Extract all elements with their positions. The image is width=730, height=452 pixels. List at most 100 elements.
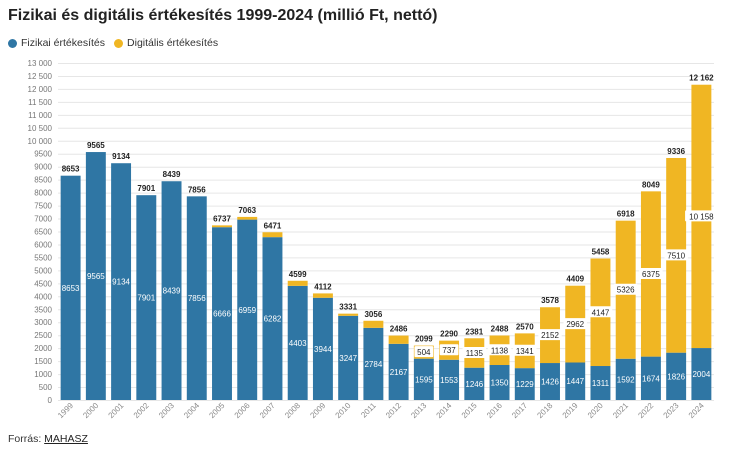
bar-physical (489, 365, 510, 400)
x-tick-label: 2000 (81, 401, 100, 420)
y-tick-label: 7500 (34, 202, 52, 211)
physical-data-label: 4403 (289, 339, 307, 348)
digital-label-box (439, 344, 459, 356)
legend-label-physical: Fizikai értékesítés (21, 37, 106, 49)
x-tick-label: 2024 (687, 401, 706, 420)
bar-physical (287, 285, 308, 400)
x-tick-label: 2014 (435, 401, 454, 420)
y-tick-label: 8500 (34, 176, 52, 185)
y-tick-label: 11 500 (28, 98, 52, 107)
total-data-label: 6918 (617, 210, 635, 219)
y-tick-label: 8000 (34, 189, 52, 198)
digital-data-label: 1138 (491, 346, 509, 355)
x-tick-label: 2009 (308, 401, 327, 420)
y-tick-label: 5500 (34, 253, 52, 262)
physical-data-label: 6959 (238, 306, 256, 315)
y-tick-label: 4500 (34, 279, 52, 288)
x-tick-label: 2006 (233, 401, 252, 420)
x-tick-label: 2012 (384, 401, 403, 420)
legend-label-digital: Digitális értékesítés (127, 37, 219, 49)
bar-digital (338, 313, 359, 316)
digital-data-label: 2962 (566, 320, 584, 329)
y-tick-label: 5000 (34, 266, 52, 275)
x-tick-label: 2019 (561, 401, 580, 420)
physical-data-label: 3247 (339, 354, 357, 363)
source-note: Forrás: MAHASZ (8, 433, 88, 445)
bar-physical (363, 327, 384, 400)
y-tick-label: 13 000 (28, 59, 53, 68)
x-tick-label: 2008 (283, 401, 302, 420)
digital-data-label: 1135 (466, 349, 484, 358)
legend-item-physical[interactable]: Fizikai értékesítés (8, 37, 105, 49)
x-tick-label: 2001 (107, 401, 126, 420)
y-tick-label: 10 000 (28, 137, 53, 146)
digital-label-box (639, 267, 663, 279)
physical-data-label: 8439 (163, 287, 181, 296)
digital-data-label: 2152 (541, 331, 559, 340)
physical-data-label: 1246 (465, 380, 483, 389)
digital-label-box (613, 283, 638, 295)
physical-data-label: 1311 (592, 379, 610, 388)
physical-data-label: 1350 (491, 379, 509, 388)
total-data-label: 9565 (87, 141, 105, 150)
bar-physical (514, 368, 535, 400)
legend-swatch-digital (114, 38, 124, 48)
physical-data-label: 1553 (440, 376, 458, 385)
bar-digital (237, 216, 258, 220)
y-tick-label: 3500 (34, 305, 52, 314)
digital-label-box (685, 210, 718, 222)
total-data-label: 6471 (264, 221, 282, 230)
physical-data-label: 1595 (415, 375, 433, 384)
total-data-label: 2381 (465, 327, 483, 336)
source-link[interactable]: MAHASZ (44, 433, 88, 445)
bar-physical (237, 219, 258, 400)
total-data-label: 5458 (592, 248, 610, 257)
physical-data-label: 1229 (516, 380, 534, 389)
total-data-label: 8439 (163, 170, 181, 179)
digital-label-box (538, 329, 562, 341)
x-tick-label: 2018 (535, 401, 554, 420)
bar-physical (666, 352, 687, 400)
total-data-label: 2486 (390, 325, 408, 334)
digital-data-label: 4147 (592, 308, 610, 317)
legend-item-digital[interactable]: Digitális értékesítés (114, 37, 218, 49)
bar-physical (338, 315, 359, 400)
digital-label-box (563, 318, 587, 330)
bar-physical (111, 163, 132, 400)
digital-label-box (414, 346, 434, 358)
x-tick-label: 2010 (334, 401, 353, 420)
x-tick-label: 2020 (586, 401, 605, 420)
bar-physical (60, 175, 81, 400)
bar-digital (262, 232, 283, 238)
x-tick-label: 2002 (132, 401, 151, 420)
physical-data-label: 7856 (188, 294, 206, 303)
x-tick-label: 2021 (611, 401, 630, 420)
bar-physical (540, 363, 560, 400)
total-data-label: 8653 (62, 165, 80, 174)
bar-physical (565, 362, 586, 400)
bar-digital (388, 335, 409, 344)
legend-swatch-physical (8, 38, 17, 48)
y-tick-label: 11 000 (28, 111, 52, 120)
bar-physical (691, 348, 712, 400)
total-data-label: 8049 (642, 180, 660, 189)
physical-data-label: 2004 (692, 370, 710, 379)
chart-legend: Fizikai értékesítés Digitális értékesíté… (8, 37, 227, 49)
digital-data-label: 7510 (667, 251, 685, 260)
y-tick-label: 1500 (34, 357, 52, 366)
digital-data-label: 1341 (516, 347, 534, 356)
total-data-label: 6737 (213, 214, 231, 223)
x-tick-label: 2013 (409, 401, 428, 420)
bar-digital (212, 225, 232, 228)
total-data-label: 3331 (339, 303, 357, 312)
physical-data-label: 7901 (137, 294, 155, 303)
physical-data-label: 1674 (642, 374, 660, 383)
x-tick-label: 2011 (359, 401, 378, 420)
x-tick-label: 2017 (510, 401, 529, 420)
bar-physical (615, 358, 636, 400)
total-data-label: 3578 (541, 296, 559, 305)
x-tick-label: 2005 (207, 401, 226, 420)
y-tick-label: 0 (48, 396, 53, 405)
physical-data-label: 1826 (667, 372, 685, 381)
total-data-label: 2099 (415, 335, 433, 344)
